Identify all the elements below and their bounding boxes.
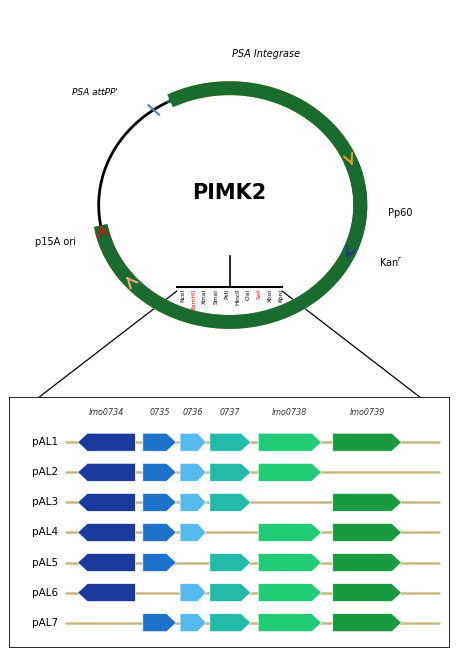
Polygon shape [180,493,206,512]
Polygon shape [333,433,402,451]
Text: lmo0734: lmo0734 [89,408,124,417]
Polygon shape [180,523,206,542]
Polygon shape [333,523,402,542]
Polygon shape [180,464,206,481]
Polygon shape [258,583,321,602]
Text: HincII: HincII [235,288,240,305]
Text: PstI: PstI [224,288,229,299]
Text: BamHII: BamHII [191,288,196,310]
Polygon shape [258,433,321,451]
Text: PIMK2: PIMK2 [192,183,267,202]
Polygon shape [258,553,321,572]
Text: XhoI: XhoI [268,288,273,301]
Polygon shape [143,553,176,572]
Text: pAL3: pAL3 [32,497,58,507]
Polygon shape [78,464,135,481]
Text: Kan$^r$: Kan$^r$ [379,256,403,269]
Polygon shape [210,553,251,572]
Polygon shape [143,433,176,451]
Text: pAL6: pAL6 [32,588,58,598]
Text: lmo0738: lmo0738 [272,408,308,417]
Text: KpnI: KpnI [279,288,284,301]
Text: pAL5: pAL5 [32,557,58,568]
Text: SalI: SalI [257,288,262,299]
Polygon shape [258,523,321,542]
Text: SmaI: SmaI [213,288,218,303]
Text: 0735: 0735 [149,408,170,417]
Text: NcoI: NcoI [180,288,185,302]
Polygon shape [258,614,321,631]
Text: PSA attPP': PSA attPP' [72,88,118,97]
Polygon shape [180,583,206,602]
Polygon shape [143,614,176,631]
Polygon shape [180,433,206,451]
Polygon shape [78,583,135,602]
Polygon shape [180,614,206,631]
Text: lmo0739: lmo0739 [350,408,385,417]
Text: pAL7: pAL7 [32,618,58,628]
Polygon shape [258,464,321,481]
Polygon shape [210,614,251,631]
Text: PSA Integrase: PSA Integrase [232,49,300,59]
Polygon shape [143,493,176,512]
Polygon shape [210,464,251,481]
Polygon shape [78,433,135,451]
Polygon shape [143,523,176,542]
Text: XmaI: XmaI [202,288,207,304]
Text: pAL2: pAL2 [32,467,58,477]
Polygon shape [333,614,402,631]
Text: pAL4: pAL4 [32,527,58,538]
Polygon shape [333,553,402,572]
Text: 0736: 0736 [183,408,203,417]
Polygon shape [210,583,251,602]
Polygon shape [210,433,251,451]
Text: pAL1: pAL1 [32,437,58,447]
Polygon shape [78,493,135,512]
Text: ClaI: ClaI [246,288,251,300]
Text: p15A ori: p15A ori [35,237,76,247]
Polygon shape [78,553,135,572]
Polygon shape [210,493,251,512]
Polygon shape [333,493,402,512]
Text: 0737: 0737 [220,408,241,417]
Polygon shape [78,523,135,542]
Text: Pp60: Pp60 [388,208,412,218]
FancyBboxPatch shape [9,397,450,648]
Polygon shape [143,464,176,481]
Polygon shape [333,583,402,602]
